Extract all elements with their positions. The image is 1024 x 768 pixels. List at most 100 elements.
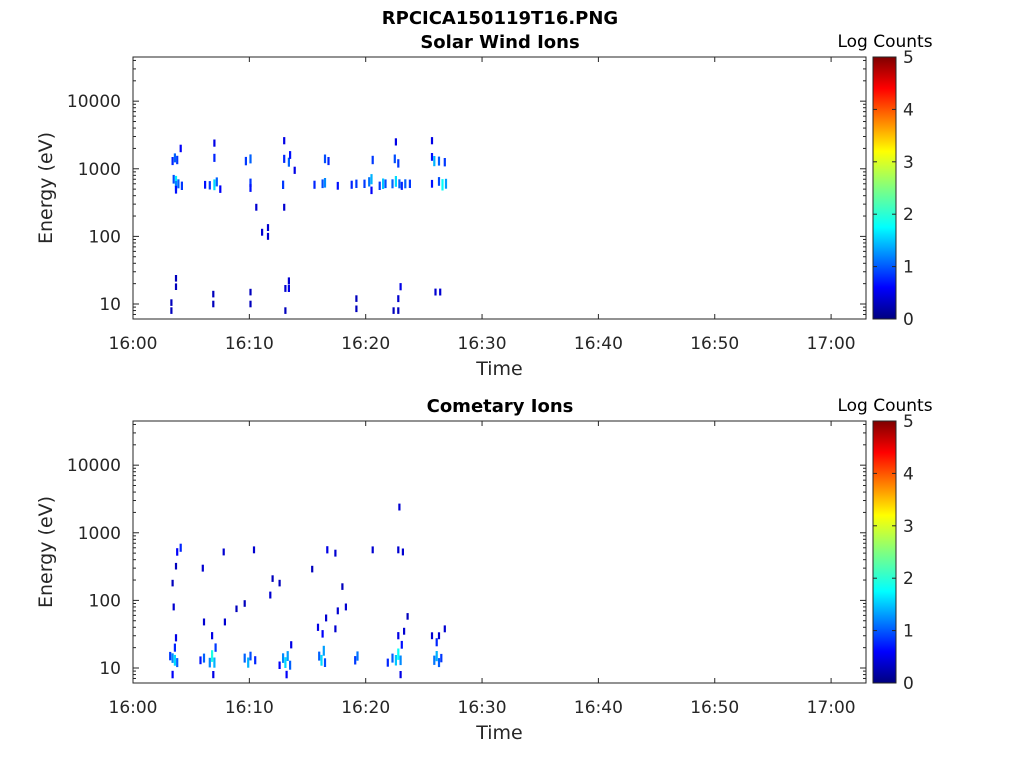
data-cell (435, 651, 438, 662)
data-cell (283, 137, 286, 145)
data-cell (320, 654, 323, 666)
x-tick-label: 16:30 (458, 698, 507, 718)
data-cell (271, 575, 274, 582)
data-cell (204, 180, 207, 189)
data-cell (255, 203, 258, 211)
data-cell (249, 184, 252, 192)
data-cell (391, 179, 394, 189)
data-cell (215, 177, 218, 187)
data-cell (172, 603, 175, 611)
data-cell (282, 653, 285, 663)
data-cell (249, 178, 252, 187)
colorbar-tick-label: 0 (903, 310, 914, 330)
data-cell (212, 300, 215, 308)
data-cell (212, 290, 215, 298)
data-cell (171, 579, 174, 587)
x-tick-label: 16:30 (458, 334, 507, 354)
data-cell (211, 650, 214, 662)
data-cell (171, 653, 174, 663)
colorbar (872, 56, 897, 320)
data-cell (439, 288, 442, 296)
data-cell (174, 634, 178, 642)
data-cell (283, 154, 286, 163)
data-cell (400, 181, 403, 190)
data-cell (368, 177, 371, 187)
data-cell (433, 655, 436, 665)
data-cell (321, 179, 324, 189)
data-cell (355, 305, 358, 313)
data-cell (433, 156, 436, 167)
colorbar-tick-label: 4 (903, 464, 914, 484)
data-cell (202, 618, 206, 626)
data-cell (378, 181, 381, 190)
data-cell (171, 670, 174, 679)
data-cell (208, 657, 211, 668)
x-tick-label: 16:50 (690, 334, 739, 354)
data-cell (243, 653, 246, 663)
data-cell (408, 179, 411, 188)
x-tick-label: 16:50 (690, 698, 739, 718)
data-cell (355, 179, 358, 188)
x-tick-label: 17:00 (807, 698, 856, 718)
data-cell (350, 180, 353, 189)
data-cell (441, 179, 444, 191)
data-cell (261, 228, 264, 236)
data-cell (249, 300, 252, 308)
data-cell (289, 660, 292, 670)
data-cell (278, 579, 281, 587)
data-cell (444, 178, 448, 189)
colorbar-tick-label: 1 (903, 622, 914, 642)
data-cell (437, 632, 441, 640)
colorbar-tick-label: 1 (903, 258, 914, 278)
data-cell (252, 546, 256, 554)
data-cell (287, 277, 290, 285)
data-cell (404, 179, 407, 189)
data-cell (222, 548, 225, 556)
data-cell (266, 224, 270, 231)
data-cell (286, 651, 289, 661)
colorbar-tick-label: 5 (903, 412, 914, 432)
data-cell (212, 671, 215, 679)
data-cell (174, 275, 178, 282)
data-cell (334, 549, 337, 557)
data-cell (437, 658, 441, 668)
data-cell (173, 654, 176, 666)
data-cell (214, 643, 217, 652)
data-cell (179, 543, 182, 552)
x-tick-label: 16:40 (574, 698, 623, 718)
data-cell (355, 295, 358, 302)
data-cell (285, 670, 288, 679)
data-cell (211, 632, 214, 640)
data-cell (235, 605, 238, 613)
data-cell (399, 283, 402, 291)
data-cell (284, 657, 287, 668)
data-cell (174, 185, 178, 194)
x-tick-label: 16:10 (225, 698, 274, 718)
y-tick-label: 10000 (67, 456, 121, 476)
data-cell (336, 181, 339, 190)
data-cell (371, 546, 374, 554)
data-cell (293, 166, 296, 174)
data-cell (327, 157, 330, 166)
data-cell (398, 503, 401, 511)
data-cell (394, 138, 397, 146)
data-cell (430, 632, 434, 640)
data-cell (323, 154, 327, 164)
data-cell (287, 157, 290, 167)
data-cell (202, 653, 206, 663)
data-cell (437, 177, 441, 186)
data-cell (213, 139, 216, 147)
plot-area (132, 420, 867, 684)
data-cell (391, 653, 394, 663)
data-cell (363, 179, 366, 188)
data-cell (290, 641, 293, 649)
data-cell (249, 651, 252, 661)
data-cell (397, 295, 400, 303)
data-cell (173, 153, 176, 163)
data-cell (430, 137, 434, 145)
data-cell (278, 661, 281, 669)
y-tick-label: 100 (89, 591, 121, 611)
data-cell (393, 154, 396, 164)
y-tick-label: 10 (99, 295, 121, 315)
